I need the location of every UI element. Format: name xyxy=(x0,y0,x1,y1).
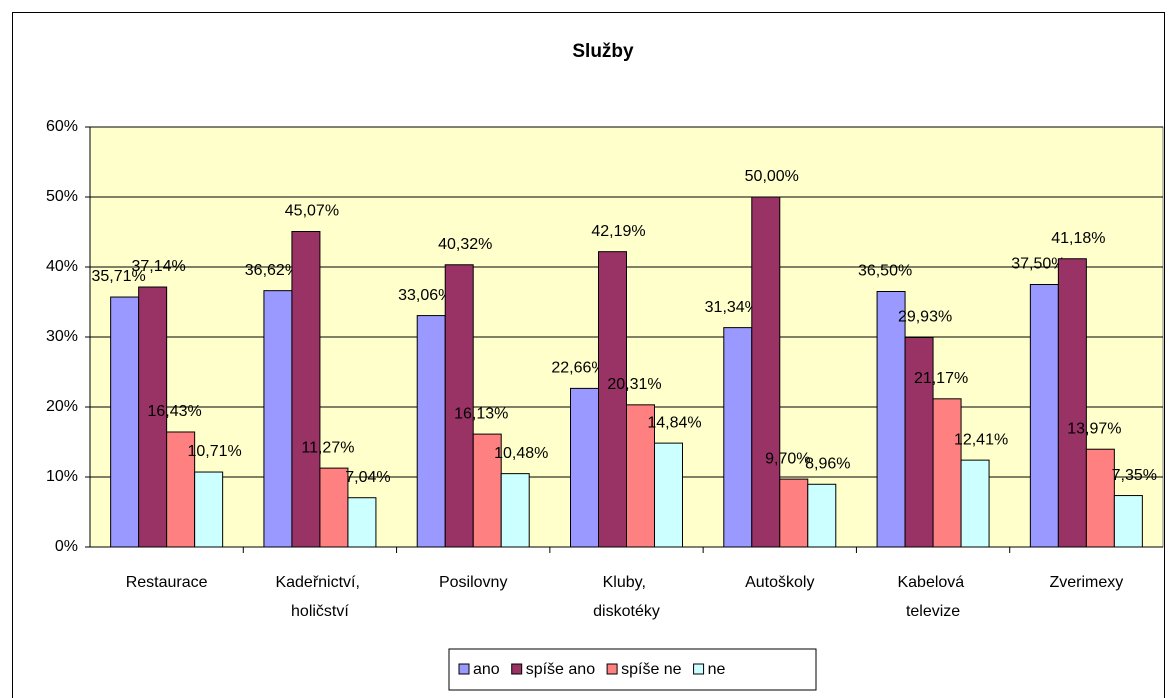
bar xyxy=(598,251,627,548)
chart-title: Služby xyxy=(572,41,634,62)
data-label: 50,00% xyxy=(745,168,799,185)
data-label: 13,97% xyxy=(1067,420,1121,437)
bar xyxy=(932,398,962,548)
data-label: 35,71% xyxy=(92,268,146,285)
bar xyxy=(960,459,990,548)
legend-swatch xyxy=(693,663,705,675)
legend-swatch xyxy=(606,663,618,675)
bar xyxy=(876,291,906,548)
data-label: 42,19% xyxy=(591,223,645,240)
x-tick-label: Restaurace xyxy=(126,574,208,591)
bar xyxy=(1113,495,1143,548)
x-tick-label: Zverimexy xyxy=(1049,574,1123,591)
bar xyxy=(654,442,683,548)
data-label: 40,32% xyxy=(438,236,492,253)
legend-label: ne xyxy=(708,661,726,678)
bar xyxy=(779,478,809,548)
bar xyxy=(444,264,474,548)
y-tick-label: 30% xyxy=(46,328,78,345)
bar xyxy=(807,483,837,548)
bar xyxy=(723,327,753,548)
data-label: 36,62% xyxy=(245,262,299,279)
data-label: 9,70% xyxy=(765,450,810,467)
data-label: 16,43% xyxy=(148,403,202,420)
data-label: 21,17% xyxy=(914,370,968,387)
legend-swatch xyxy=(511,663,523,675)
bar xyxy=(194,471,224,548)
legend-swatch xyxy=(458,663,470,675)
legend-label: ano xyxy=(473,661,500,678)
data-label: 8,96% xyxy=(805,455,850,472)
data-label: 20,31% xyxy=(607,376,661,393)
bar xyxy=(347,497,377,548)
bar xyxy=(626,404,655,548)
data-label: 12,41% xyxy=(954,431,1008,448)
bar xyxy=(138,286,168,548)
data-label: 10,48% xyxy=(494,445,548,462)
legend-label: spíše ano xyxy=(526,661,595,678)
data-label: 41,18% xyxy=(1051,230,1105,247)
bar xyxy=(472,433,502,548)
data-label: 14,84% xyxy=(647,414,701,431)
data-label: 31,34% xyxy=(705,299,759,316)
data-label: 10,71% xyxy=(188,443,242,460)
data-label: 36,50% xyxy=(858,263,912,280)
y-tick-label: 0% xyxy=(55,538,78,555)
x-tick-label: Autoškoly xyxy=(745,574,814,591)
data-label: 37,50% xyxy=(1011,256,1065,273)
legend-box xyxy=(448,648,817,691)
data-label: 37,14% xyxy=(132,258,186,275)
x-tick-label: Posilovny xyxy=(439,574,507,591)
bar xyxy=(110,296,140,548)
y-tick-label: 40% xyxy=(46,258,78,275)
bar xyxy=(1057,258,1087,548)
data-label: 16,13% xyxy=(454,405,508,422)
bar xyxy=(570,387,599,548)
data-label: 7,35% xyxy=(1112,467,1157,484)
y-tick-label: 20% xyxy=(46,398,78,415)
x-tick-label: Kluby, diskotéky xyxy=(593,574,660,620)
bar xyxy=(500,473,530,548)
bar xyxy=(416,315,446,548)
bar xyxy=(904,336,934,548)
y-tick-label: 50% xyxy=(46,188,78,205)
data-label: 22,66% xyxy=(551,360,605,377)
data-label: 45,07% xyxy=(285,203,339,220)
bar xyxy=(291,231,321,548)
y-tick-label: 10% xyxy=(46,468,78,485)
x-tick-label: Kabelová televize xyxy=(897,574,968,620)
bar xyxy=(319,467,349,548)
y-tick-label: 60% xyxy=(46,118,78,135)
bar xyxy=(263,290,293,548)
data-label: 33,06% xyxy=(398,287,452,304)
data-label: 11,27% xyxy=(301,439,354,456)
data-label: 7,04% xyxy=(345,469,390,486)
bar xyxy=(1029,284,1059,548)
x-tick-label: Kadeřnictví, holičství xyxy=(275,574,364,620)
legend-label: spíše ne xyxy=(621,661,682,678)
bar xyxy=(751,196,781,548)
data-label: 29,93% xyxy=(898,309,952,326)
bar xyxy=(166,431,196,548)
bar xyxy=(1085,448,1115,548)
